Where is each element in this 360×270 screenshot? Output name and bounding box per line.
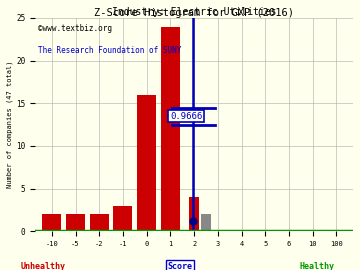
Bar bbox=[137, 95, 156, 231]
Y-axis label: Number of companies (47 total): Number of companies (47 total) bbox=[7, 61, 13, 188]
Text: The Research Foundation of SUNY: The Research Foundation of SUNY bbox=[39, 46, 182, 55]
Text: 0.9666: 0.9666 bbox=[170, 112, 202, 120]
Text: Score: Score bbox=[167, 262, 193, 270]
Bar bbox=[66, 214, 85, 231]
Bar bbox=[161, 26, 180, 231]
Text: ©www.textbiz.org: ©www.textbiz.org bbox=[39, 24, 112, 33]
Text: Industry: Electric Utilities: Industry: Electric Utilities bbox=[112, 7, 276, 17]
Title: Z-Score Histogram for GXP (2016): Z-Score Histogram for GXP (2016) bbox=[94, 8, 294, 18]
Text: Healthy: Healthy bbox=[299, 262, 334, 270]
Bar bbox=[201, 214, 211, 231]
Bar bbox=[42, 214, 61, 231]
Bar bbox=[113, 205, 132, 231]
Bar bbox=[90, 214, 109, 231]
Text: Unhealthy: Unhealthy bbox=[21, 262, 66, 270]
Bar bbox=[189, 197, 199, 231]
